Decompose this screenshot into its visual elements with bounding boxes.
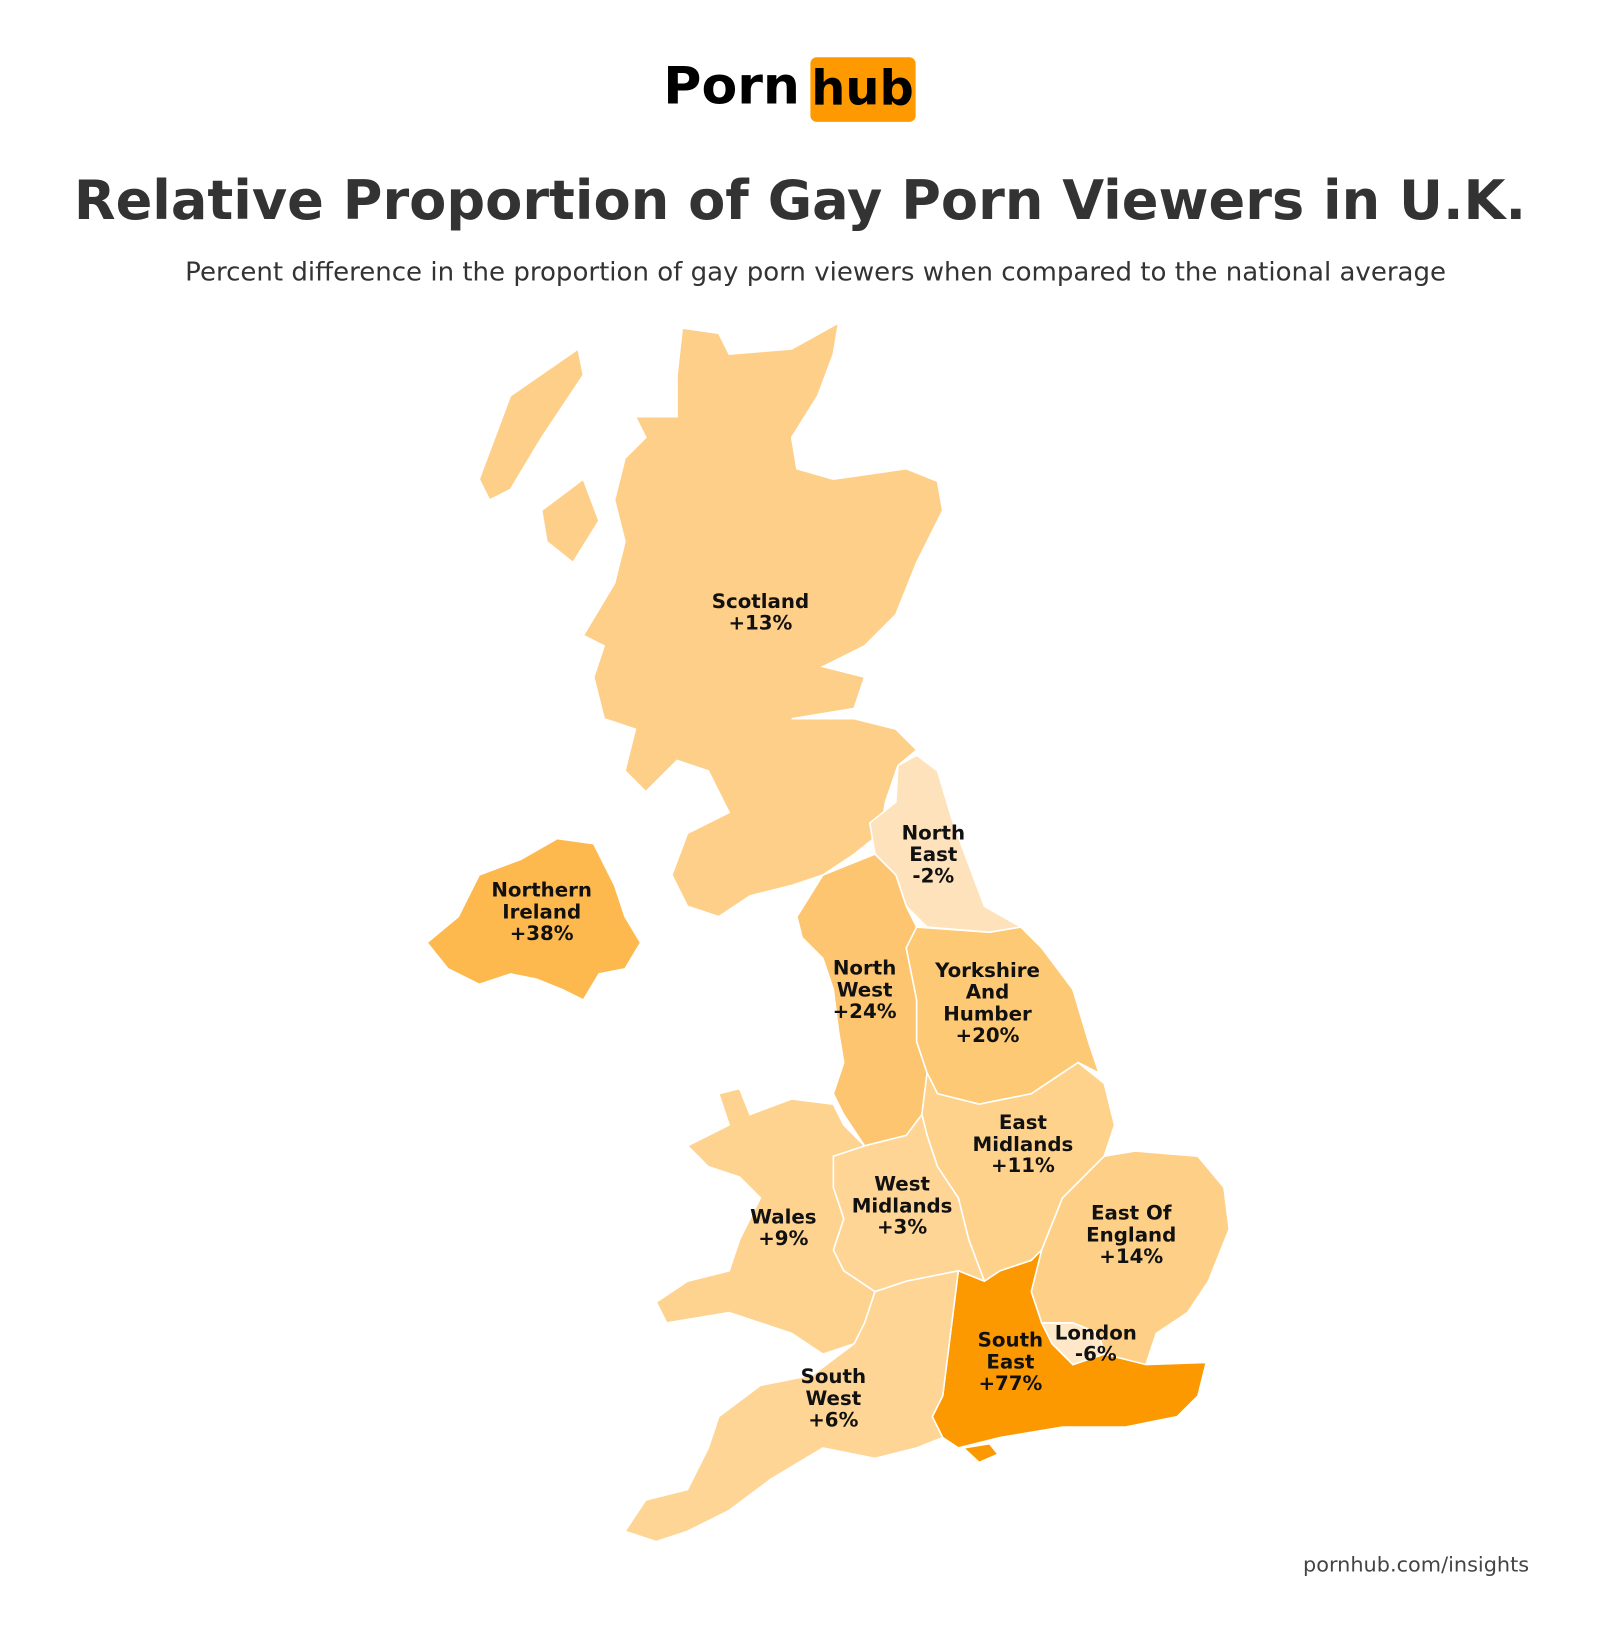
region-name-line: England: [1086, 1223, 1176, 1246]
region-name-line: North: [833, 956, 896, 979]
region-shape: [478, 347, 585, 502]
region-shape: [540, 477, 600, 564]
logo-left: Porn: [663, 57, 800, 117]
region-value: +38%: [510, 922, 574, 945]
region-name-line: And: [966, 980, 1010, 1003]
region-name: Northern Ireland: [491, 878, 592, 923]
region-shape: [623, 1269, 960, 1543]
region-name-line: Northern: [491, 878, 592, 901]
region-value: +6%: [808, 1408, 858, 1431]
region-name-line: East Of: [1091, 1201, 1172, 1224]
region-value: -6%: [1075, 1343, 1117, 1366]
region-value: +14%: [1099, 1245, 1163, 1268]
region-name-line: South: [978, 1328, 1043, 1351]
source: pornhub.com/insights: [1303, 1553, 1529, 1577]
region-name: East Midlands: [973, 1110, 1074, 1155]
region-name-line: West: [805, 1386, 861, 1409]
region-value: +13%: [728, 611, 792, 634]
region-shape: [582, 321, 944, 918]
region-name: Scotland: [712, 590, 809, 613]
region: [425, 837, 642, 1002]
region-value: +24%: [833, 1000, 897, 1023]
region-name: West Midlands: [852, 1172, 953, 1217]
region-name-line: East: [986, 1350, 1034, 1373]
region-name-line: West: [874, 1172, 930, 1195]
region-value: -2%: [912, 865, 954, 888]
region-value: +20%: [956, 1024, 1020, 1047]
region-name-line: Wales: [750, 1205, 816, 1228]
region-name: North West: [833, 956, 896, 1001]
region-name-line: West: [837, 978, 893, 1001]
region-value: +11%: [991, 1154, 1055, 1177]
region-name-line: London: [1055, 1321, 1137, 1344]
region-value: +9%: [758, 1227, 808, 1250]
region-name: South East: [978, 1328, 1043, 1373]
subtitle: Percent difference in the proportion of …: [185, 257, 1446, 287]
region-name-line: Midlands: [973, 1132, 1074, 1155]
region-value: +77%: [978, 1372, 1042, 1395]
regions: [425, 321, 1230, 1543]
region: [623, 1269, 960, 1543]
region-shape: [961, 1442, 1000, 1464]
logo-box: [810, 57, 916, 122]
region-name-line: North: [902, 821, 965, 844]
region-name: Yorkshire And Humber: [934, 958, 1040, 1025]
region-value: +3%: [877, 1216, 927, 1239]
region-name-line: East: [999, 1110, 1047, 1133]
region-name: Wales: [750, 1205, 816, 1228]
region-name-line: Midlands: [852, 1194, 953, 1217]
region-name-line: Humber: [943, 1002, 1032, 1025]
region: [478, 321, 944, 918]
region-name: London: [1055, 1321, 1137, 1344]
region: [1040, 1322, 1106, 1366]
title: Relative Proportion of Gay Porn Viewers …: [74, 169, 1526, 232]
logo: Porn hub: [663, 57, 916, 122]
logo-right: hub: [811, 62, 914, 117]
region-name-line: Scotland: [712, 590, 809, 613]
region-name: East Of England: [1086, 1201, 1176, 1246]
region-shape: [425, 837, 642, 1002]
region-name-line: East: [909, 843, 957, 866]
region-name-line: Ireland: [502, 900, 581, 923]
region-labels: Scotland+13%Northern Ireland+38%North East…: [491, 590, 1176, 1432]
region-name: North East: [902, 821, 965, 866]
region-name-line: South: [801, 1365, 866, 1388]
region-name: South West: [801, 1365, 866, 1410]
region-shape: [1040, 1322, 1106, 1366]
region-name-line: Yorkshire: [934, 958, 1040, 981]
